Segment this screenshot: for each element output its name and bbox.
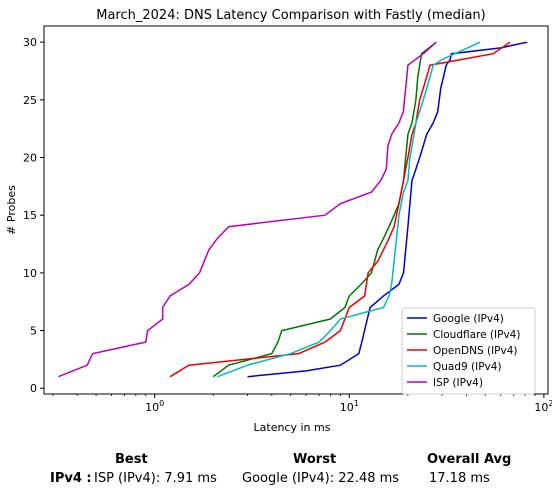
legend-entry: OpenDNS (IPv4) [433, 345, 518, 357]
legend-entry: Quad9 (IPv4) [433, 361, 502, 373]
x-axis-label: Latency in ms [254, 421, 331, 434]
series-line-1 [247, 41, 528, 378]
best-header: Best [115, 452, 148, 467]
y-tick-label: 30 [23, 36, 37, 49]
y-tick-label: 0 [30, 382, 37, 395]
worst-value: Google (IPv4): 22.48 ms [242, 471, 400, 486]
avg-value: 17.18 ms [429, 471, 490, 486]
series-line-4 [217, 41, 481, 378]
x-tick-label: 101 [340, 399, 359, 414]
y-tick-label: 10 [23, 267, 37, 280]
legend-entry: ISP (IPv4) [433, 377, 483, 389]
legend-box [401, 307, 536, 395]
latency-chart: March_2024: DNS Latency Comparison with … [5, 8, 552, 434]
legend-entry: Cloudflare (IPv4) [433, 329, 520, 341]
plot-area [43, 25, 549, 395]
series-line-5 [58, 41, 437, 378]
y-axis-label: # Probes [5, 185, 18, 235]
avg-header: Overall Avg [427, 452, 512, 467]
ipv4-row-label: IPv4 : [50, 471, 92, 486]
y-tick-label: 15 [23, 209, 37, 222]
y-tick-label: 20 [23, 152, 37, 165]
y-tick-label: 5 [30, 325, 37, 338]
chart-title: March_2024: DNS Latency Comparison with … [96, 8, 485, 23]
series-line-2 [212, 41, 437, 378]
legend: Google (IPv4) Cloudflare (IPv4) OpenDNS (I… [401, 307, 536, 395]
series-line-3 [169, 41, 511, 378]
worst-header: Worst [293, 452, 337, 467]
y-tick-label: 25 [23, 94, 37, 107]
x-tick-label: 102 [534, 399, 552, 414]
x-tick-label: 100 [145, 399, 164, 414]
legend-entry: Google (IPv4) [433, 313, 504, 325]
best-value: ISP (IPv4): 7.91 ms [94, 471, 217, 486]
plot-frame [43, 25, 549, 395]
